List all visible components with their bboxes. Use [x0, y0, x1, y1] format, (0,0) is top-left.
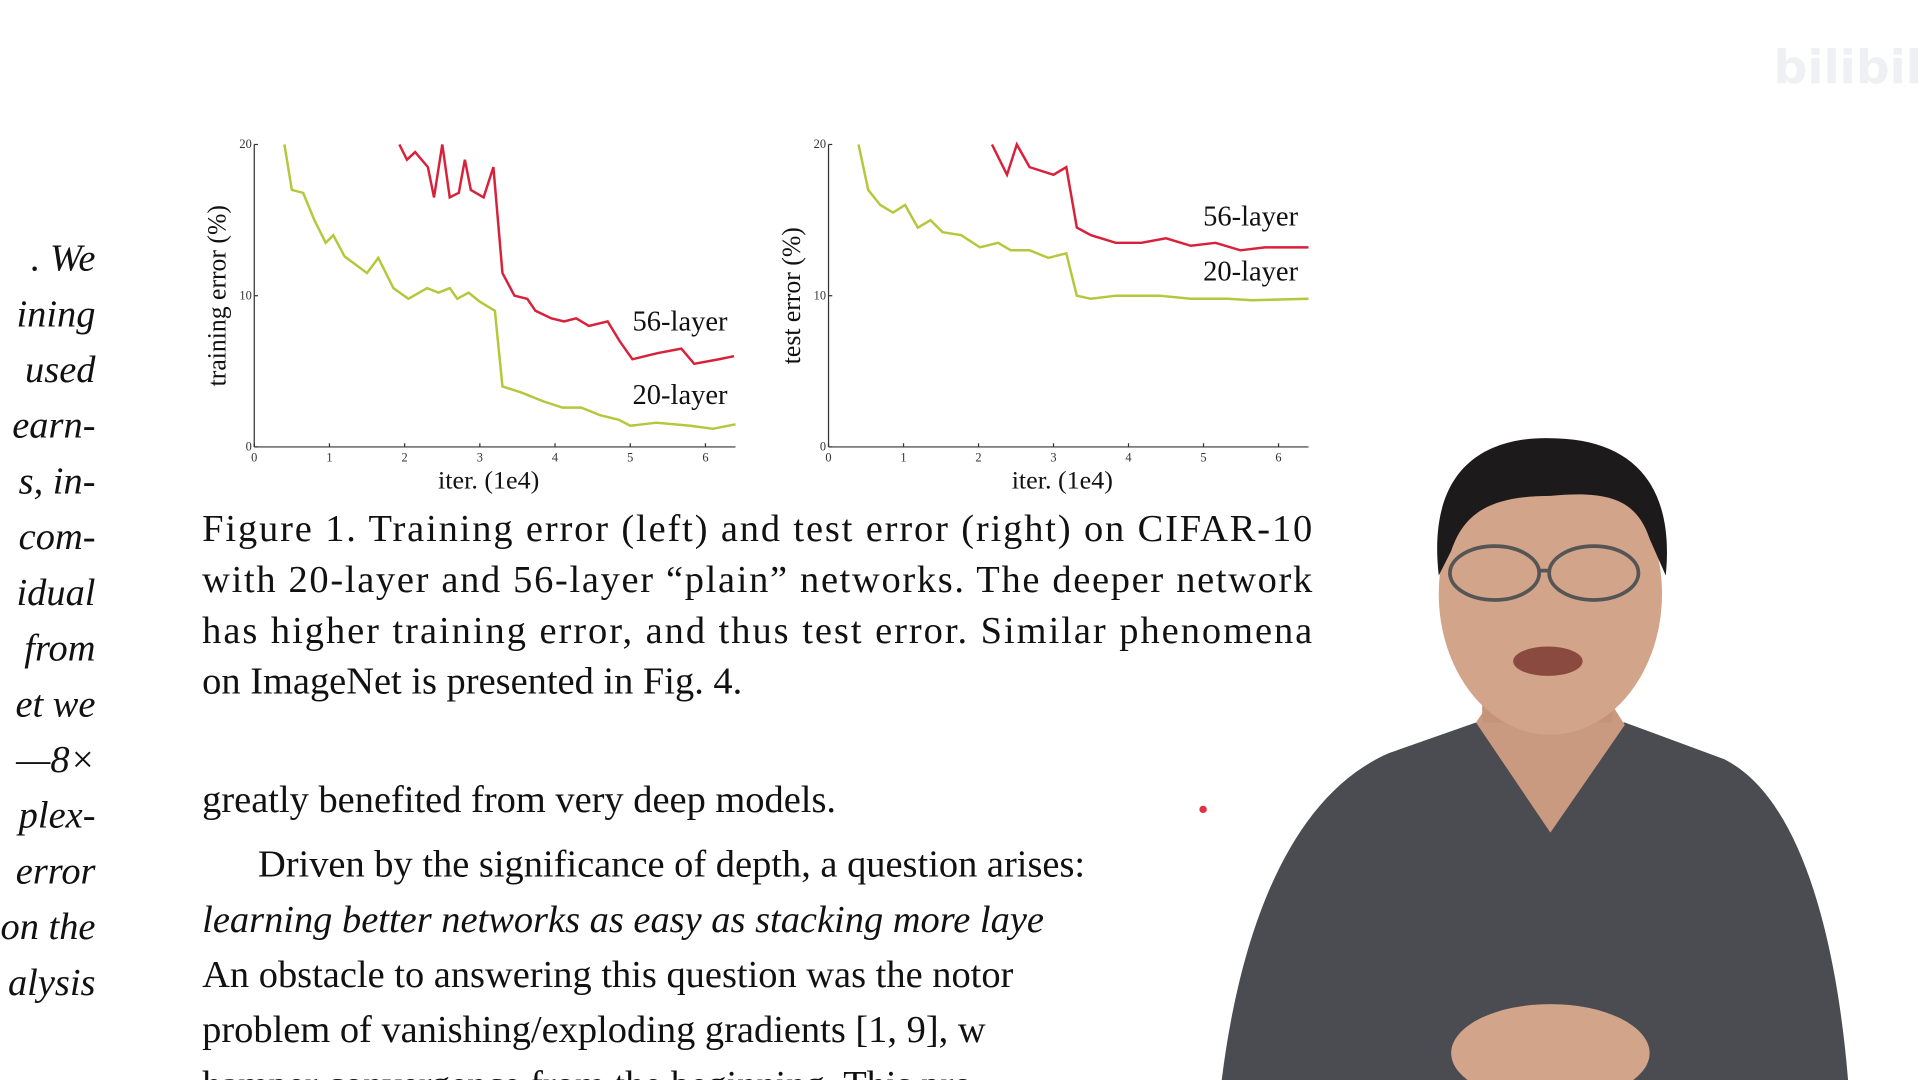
y-tick-label: 20: [814, 137, 826, 151]
y-tick-label: 0: [246, 440, 252, 454]
left-column-line: plex-: [16, 795, 96, 837]
left-column-line: s, in-: [19, 461, 96, 503]
left-column-line: on the: [1, 906, 96, 948]
caption-line: Figure 1. Training error (left) and test…: [202, 508, 1312, 550]
line-series: [990, 141, 1309, 252]
left-column-line: . We: [31, 238, 96, 280]
caption-line: on ImageNet is presented in Fig. 4.: [202, 661, 742, 703]
y-tick-label: 0: [820, 440, 826, 454]
left-column-line: alysis: [8, 962, 96, 1004]
x-tick-label: 6: [1275, 451, 1281, 465]
body-line: An obstacle to answering this question w…: [202, 954, 1013, 996]
x-tick-label: 2: [402, 451, 408, 465]
body-line: Driven by the significance of depth, a q…: [258, 844, 1085, 886]
x-axis-label: iter. (1e4): [1012, 466, 1113, 495]
x-tick-label: 1: [326, 451, 332, 465]
y-tick-label: 20: [239, 137, 251, 151]
x-tick-label: 3: [477, 451, 483, 465]
left-column-line: error: [16, 851, 96, 893]
chart: 0 10 20 0 1 2 3 4 5 6 iter. (1e4) training error (%…: [203, 137, 736, 495]
pointer-dot: [1199, 805, 1207, 814]
left-column-line: from: [24, 628, 95, 670]
line-series: [857, 144, 1309, 302]
x-tick-label: 0: [825, 451, 831, 465]
y-axis-label: test error (%): [777, 227, 806, 364]
series-label: 20-layer: [633, 380, 729, 411]
x-tick-label: 5: [1200, 451, 1206, 465]
x-tick-label: 0: [251, 451, 257, 465]
left-column-line: com-: [19, 516, 96, 558]
body-line: problem of vanishing/exploding gradients…: [202, 1009, 986, 1051]
series-label: 20-layer: [1203, 257, 1299, 288]
x-tick-label: 5: [627, 451, 633, 465]
body-line: learning better networks as easy as stac…: [202, 899, 1044, 941]
chart: 0 10 20 0 1 2 3 4 5 6 iter. (1e4) test error (%) 56-…: [777, 137, 1309, 495]
series-label: 56-layer: [1203, 201, 1299, 232]
y-tick-label: 10: [239, 288, 251, 302]
x-tick-label: 4: [1125, 451, 1131, 465]
x-tick-label: 1: [900, 451, 906, 465]
series-label: 56-layer: [633, 307, 729, 338]
y-axis-label: training error (%): [203, 205, 232, 386]
left-column-line: ining: [16, 294, 95, 336]
line-series: [398, 143, 735, 366]
x-tick-label: 2: [975, 451, 981, 465]
document: . We ining used earn-s, in-com-idual from et …: [1, 238, 1314, 1080]
x-tick-label: 4: [552, 451, 558, 465]
left-column-line: used: [25, 349, 96, 391]
left-column-line: idual: [16, 572, 95, 614]
y-tick-label: 10: [814, 288, 826, 302]
line-series: [283, 144, 736, 431]
body-line: hamper convergence from the beginning. T…: [202, 1064, 972, 1080]
left-column-line: —8×: [15, 739, 95, 781]
caption-line: has higher training error, and thus test…: [202, 610, 1312, 652]
x-tick-label: 6: [702, 451, 708, 465]
body-line: greatly benefited from very deep models.: [202, 779, 836, 821]
x-axis-label: iter. (1e4): [438, 466, 539, 495]
left-column-line: et we: [15, 684, 95, 726]
x-tick-label: 3: [1050, 451, 1056, 465]
caption-line: with 20-layer and 56-layer “plain” netwo…: [202, 559, 1313, 601]
presenter: [1221, 438, 1849, 1080]
watermark: bilibili: [1774, 42, 1920, 96]
left-column-line: earn-: [12, 405, 95, 447]
